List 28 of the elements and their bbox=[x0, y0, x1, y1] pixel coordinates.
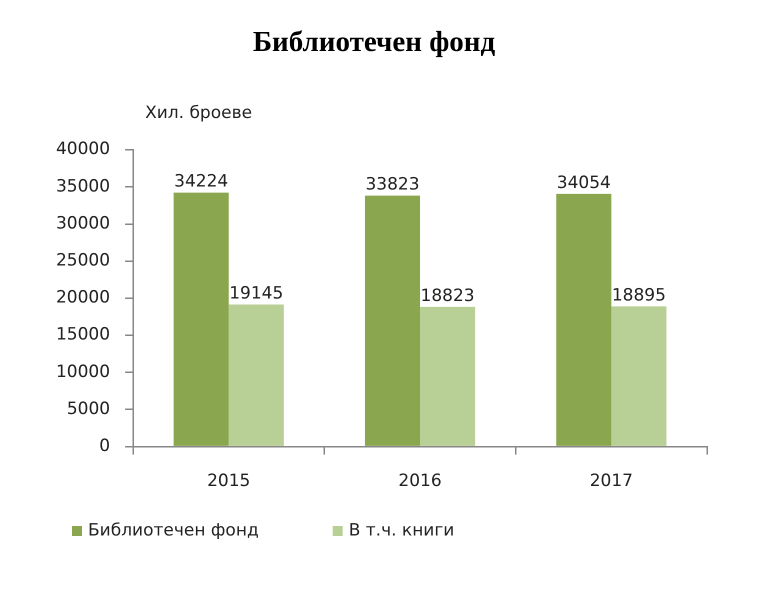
y-tick-label: 35000 bbox=[56, 176, 110, 196]
y-axis-title: Хил. броеве bbox=[145, 103, 252, 124]
data-label: 18895 bbox=[612, 285, 666, 306]
legend-label: В т.ч. книги bbox=[348, 520, 454, 540]
bar bbox=[364, 196, 420, 446]
bar bbox=[556, 194, 612, 446]
legend-label: Библиотечен фонд bbox=[88, 520, 259, 540]
y-tick-label: 20000 bbox=[56, 288, 110, 308]
y-tick-label: 40000 bbox=[56, 139, 110, 160]
x-tick-label: 2017 bbox=[590, 471, 633, 492]
bar bbox=[174, 192, 229, 446]
bar bbox=[228, 304, 284, 446]
data-label: 33823 bbox=[365, 174, 420, 195]
x-tick-label: 2016 bbox=[398, 471, 442, 492]
bar bbox=[611, 306, 666, 446]
y-tick-label: 0 bbox=[99, 436, 110, 456]
data-label: 34054 bbox=[556, 172, 611, 193]
y-tick-label: 25000 bbox=[56, 250, 110, 271]
y-tick-label: 30000 bbox=[56, 213, 110, 234]
x-tick-label: 2015 bbox=[207, 471, 250, 492]
data-label: 19145 bbox=[229, 283, 284, 304]
y-tick-label: 10000 bbox=[56, 362, 110, 382]
data-label: 34224 bbox=[174, 172, 228, 192]
y-tick-label: 15000 bbox=[56, 324, 110, 345]
data-label: 18823 bbox=[420, 286, 475, 306]
chart-title: Библиотечен фонд bbox=[252, 26, 496, 58]
y-tick-label: 5000 bbox=[66, 398, 110, 419]
bar bbox=[420, 306, 476, 446]
